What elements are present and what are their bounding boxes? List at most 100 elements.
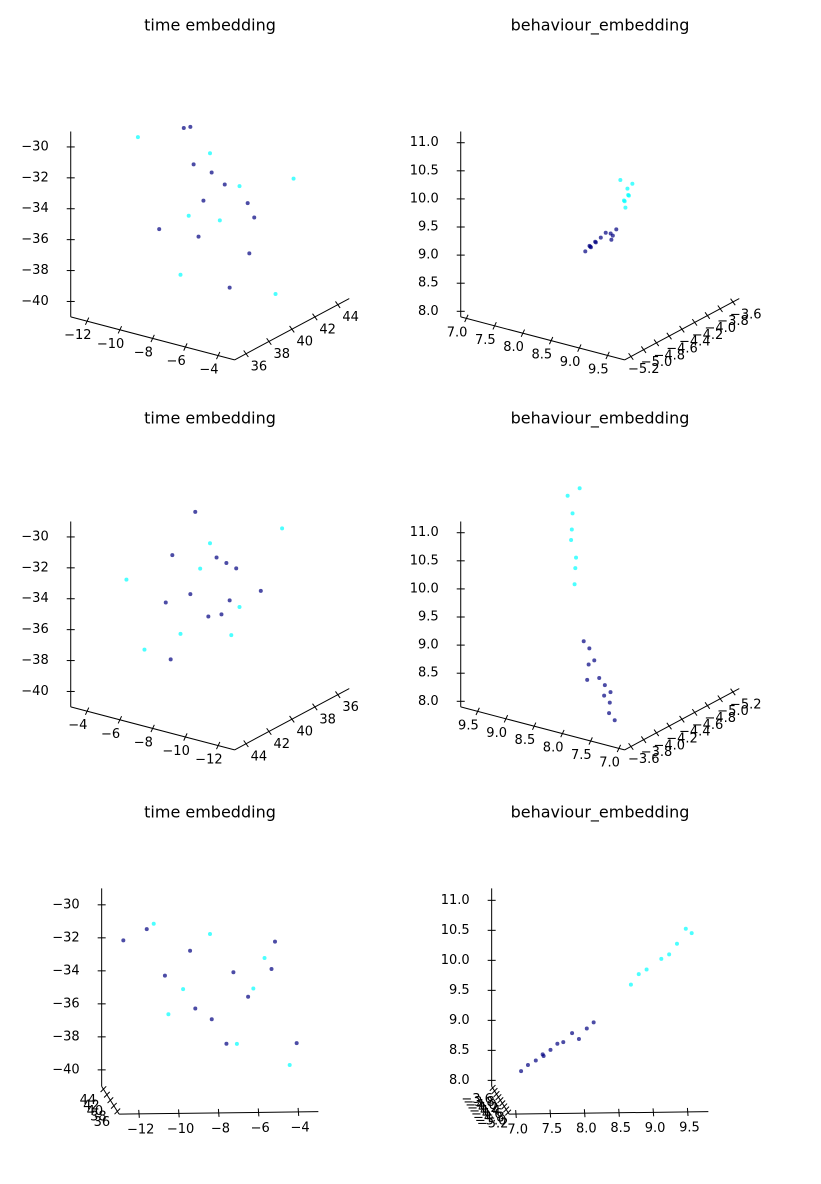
y-tick-label: −4.2 <box>692 328 724 343</box>
tick-mark <box>183 733 188 741</box>
tick-mark <box>495 1093 502 1101</box>
tick-mark <box>312 703 318 711</box>
point <box>628 982 633 987</box>
tick-mark <box>114 1108 121 1115</box>
point <box>610 233 615 238</box>
point <box>217 218 222 223</box>
point <box>659 956 664 961</box>
y-tick-label: −4.4 <box>679 335 711 350</box>
tick-mark <box>666 332 672 340</box>
y-tick-label: −3.6 <box>730 307 762 322</box>
tick-mark <box>628 742 634 751</box>
x-tick-label: 7.0 <box>599 755 620 770</box>
x-tick-label: −6 <box>101 727 120 742</box>
y-tick-label: −5.0 <box>641 355 673 370</box>
z-tick-label: 11.0 <box>410 525 439 540</box>
y-tick-label: −5.2 <box>730 697 762 712</box>
point <box>191 162 196 167</box>
point <box>591 1020 596 1025</box>
tick-mark <box>150 724 155 733</box>
x-tick-label: 8.5 <box>531 348 552 363</box>
tick-mark <box>549 1109 552 1118</box>
point <box>644 967 649 972</box>
tick-mark <box>216 741 221 750</box>
x-tick-label: 7.5 <box>475 333 496 348</box>
tick-mark <box>628 352 634 361</box>
z-tick-label: 10.0 <box>410 191 439 206</box>
point <box>689 931 694 936</box>
point <box>124 577 129 582</box>
tick-mark <box>548 336 554 345</box>
point <box>561 1040 566 1045</box>
x-tick-label: −6 <box>167 354 186 369</box>
chart-title: behaviour_embedding <box>511 16 690 36</box>
point <box>208 151 212 156</box>
z-tick-label: 9.0 <box>449 1013 470 1028</box>
point <box>603 230 608 235</box>
tick-mark <box>717 305 723 313</box>
point <box>201 198 206 203</box>
point <box>569 538 574 543</box>
y-tick-label: 40 <box>296 335 313 350</box>
z-tick-label: −36 <box>21 232 48 247</box>
point <box>181 987 186 992</box>
point <box>608 690 613 695</box>
y-tick-label: −4.8 <box>653 348 685 363</box>
point <box>609 237 614 242</box>
z-tick-label: −32 <box>21 560 48 575</box>
point <box>208 541 212 546</box>
point <box>227 598 232 603</box>
z-tick-label: −34 <box>52 963 79 978</box>
z-tick-label: 8.5 <box>418 276 439 291</box>
point <box>273 939 278 944</box>
z-tick-label: 10.0 <box>410 581 439 596</box>
point <box>135 135 140 140</box>
point <box>287 1063 292 1068</box>
x-tick-label: 8.0 <box>576 1122 597 1137</box>
y-tick-label: −4.8 <box>473 1110 505 1125</box>
point <box>193 1006 198 1011</box>
point <box>622 199 627 204</box>
y-tick-label: −5.2 <box>477 1116 509 1131</box>
point <box>222 182 227 187</box>
chart-title: time embedding <box>144 803 276 822</box>
point <box>237 605 242 610</box>
z-tick-label: 11.0 <box>410 135 439 150</box>
tick-mark <box>679 325 685 333</box>
z-tick-label: 8.5 <box>449 1043 470 1058</box>
tick-mark <box>289 325 295 333</box>
point <box>597 675 602 680</box>
point <box>219 612 224 617</box>
y-tick-label: 44 <box>251 749 268 764</box>
y-tick-label: 36 <box>251 359 268 374</box>
z-tick-label: −40 <box>21 684 48 699</box>
point <box>587 646 592 651</box>
tick-mark <box>289 715 295 723</box>
point <box>614 227 619 232</box>
tick-mark <box>499 1100 506 1107</box>
chart-title: time embedding <box>144 16 276 35</box>
x-tick-label: 8.0 <box>503 340 524 355</box>
y-tick-label: 38 <box>319 712 336 727</box>
x-tick-label: −12 <box>64 328 91 343</box>
point <box>623 205 628 210</box>
tick-mark <box>640 736 647 744</box>
point <box>602 683 607 688</box>
y-tick-label: −4.6 <box>692 718 724 733</box>
tick-mark <box>583 1109 586 1118</box>
point <box>667 952 672 957</box>
point <box>234 1041 239 1046</box>
point <box>572 582 577 587</box>
point <box>525 1063 530 1068</box>
point <box>573 566 578 571</box>
tick-mark <box>492 321 497 330</box>
point <box>181 126 186 131</box>
x-tick-label: −4 <box>68 718 87 733</box>
y-tick-label: −4.4 <box>679 725 711 740</box>
tick-mark <box>497 1097 504 1104</box>
tick-mark <box>618 1108 620 1117</box>
z-tick-label: −38 <box>52 1029 79 1044</box>
tick-mark <box>501 1103 508 1110</box>
point <box>209 170 214 175</box>
